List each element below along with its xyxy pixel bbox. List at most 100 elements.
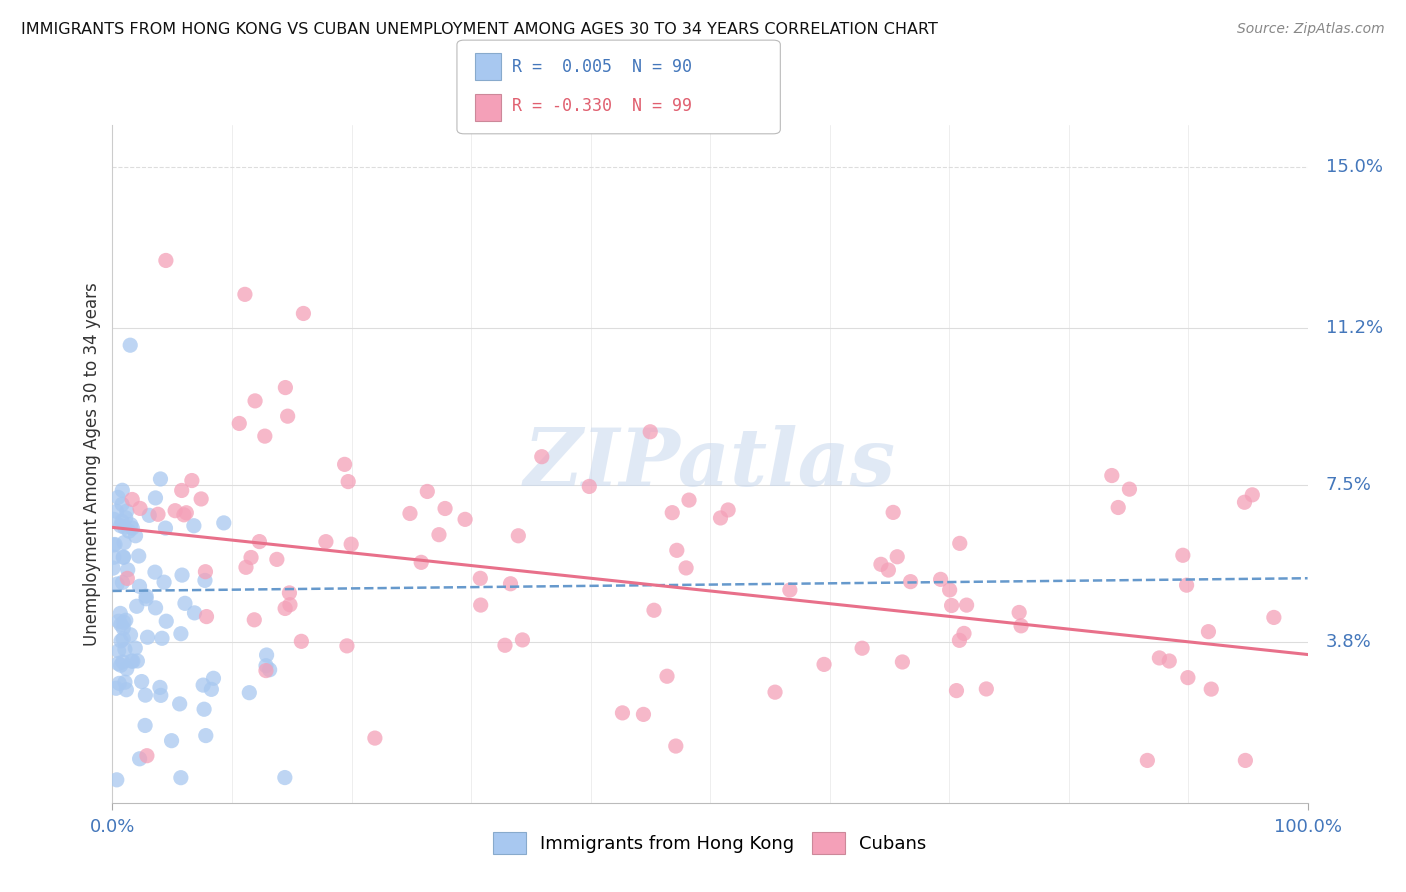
Point (292, 306, 315, 320)
Point (953, 626, 976, 640)
Point (1197, 624, 1219, 639)
Point (176, 506, 198, 520)
Point (256, 648, 278, 662)
Point (976, 681, 998, 696)
Point (253, 429, 276, 443)
Point (941, 599, 963, 613)
Point (112, 615, 135, 630)
Point (128, 752, 150, 766)
Point (336, 639, 359, 653)
Point (190, 491, 212, 506)
Point (779, 582, 801, 597)
Point (259, 663, 281, 677)
Point (434, 501, 457, 516)
Point (110, 633, 132, 648)
Point (114, 613, 136, 627)
Point (612, 706, 634, 720)
Point (195, 609, 218, 624)
Point (470, 571, 492, 585)
Point (240, 550, 263, 565)
Point (107, 644, 129, 658)
Point (105, 504, 128, 518)
Point (111, 514, 134, 528)
Point (155, 614, 177, 628)
Point (145, 491, 167, 505)
Point (124, 529, 146, 543)
Point (661, 506, 683, 520)
Point (103, 550, 125, 565)
Point (174, 596, 197, 610)
Point (243, 393, 266, 408)
Legend: Immigrants from Hong Kong, Cubans: Immigrants from Hong Kong, Cubans (486, 825, 934, 862)
Point (530, 450, 553, 464)
Point (103, 538, 125, 552)
Point (131, 674, 153, 689)
Point (266, 552, 288, 566)
Point (149, 472, 172, 486)
Point (128, 579, 150, 593)
Point (277, 409, 299, 424)
Point (115, 682, 138, 697)
Point (125, 599, 148, 614)
Point (170, 626, 193, 640)
Point (165, 504, 187, 518)
Point (194, 729, 217, 743)
Point (1241, 488, 1264, 502)
Point (399, 507, 422, 521)
Text: 11.2%: 11.2% (1326, 319, 1382, 337)
Point (149, 689, 172, 703)
Point (117, 571, 139, 585)
Point (278, 586, 301, 600)
Point (929, 573, 952, 587)
Point (135, 589, 157, 603)
Point (112, 549, 135, 565)
Point (117, 563, 139, 577)
Point (145, 600, 167, 615)
Point (183, 606, 205, 620)
Point (112, 621, 135, 635)
Point (115, 662, 138, 676)
Point (886, 549, 908, 564)
Point (170, 568, 193, 582)
Point (111, 497, 134, 511)
Point (238, 686, 260, 700)
Point (364, 731, 387, 745)
Point (948, 633, 970, 648)
Point (508, 529, 530, 543)
Point (121, 492, 143, 507)
Point (1263, 610, 1285, 624)
Point (121, 521, 143, 535)
Point (149, 681, 172, 695)
Point (243, 613, 266, 627)
Text: 7.5%: 7.5% (1326, 476, 1371, 494)
Point (512, 632, 534, 647)
Point (763, 685, 786, 699)
Point (121, 654, 143, 668)
Point (882, 505, 904, 519)
Point (105, 681, 128, 696)
Point (877, 563, 900, 577)
Point (112, 535, 135, 549)
Point (114, 675, 136, 690)
Point (170, 483, 193, 498)
Point (153, 575, 176, 590)
Point (107, 657, 129, 671)
Point (870, 558, 893, 572)
Point (110, 518, 132, 533)
Point (678, 493, 700, 508)
Point (115, 504, 138, 518)
Point (105, 577, 128, 591)
Point (1177, 671, 1199, 685)
Point (110, 607, 132, 621)
Point (105, 772, 128, 787)
Point (665, 543, 688, 558)
Text: 3.8%: 3.8% (1326, 632, 1371, 651)
Point (111, 655, 134, 669)
Point (193, 702, 215, 716)
Point (254, 658, 277, 673)
Point (134, 688, 156, 702)
Point (118, 524, 141, 538)
Point (1234, 753, 1257, 767)
Point (202, 671, 225, 685)
Point (194, 574, 217, 588)
